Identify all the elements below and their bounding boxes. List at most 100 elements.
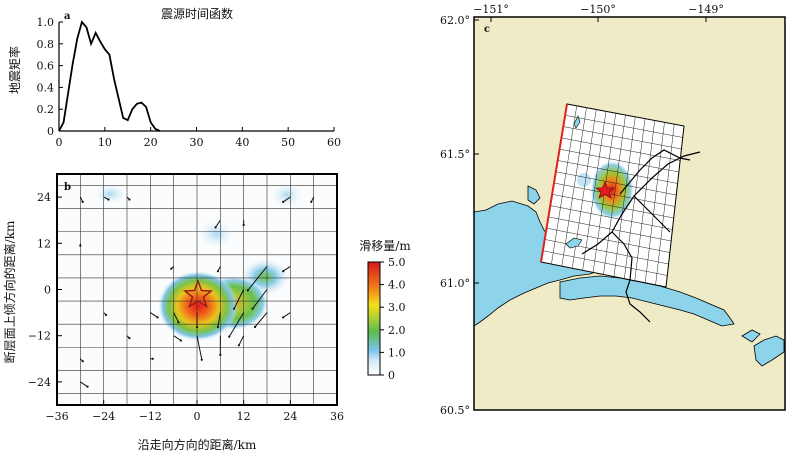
y-tick-label: 24 [37, 191, 51, 204]
y-tick-label: 0 [44, 284, 51, 297]
colorbar-tick-label: 2.0 [388, 324, 406, 337]
slip-vector [282, 196, 291, 203]
x-tick-label: 0 [56, 136, 63, 149]
slip-vector [282, 312, 291, 318]
colorbar-tick-label: 5.0 [388, 256, 406, 269]
lat-tick-label: 62.0° [440, 14, 470, 27]
slip-vector-head [242, 223, 245, 227]
slip-vector-head [282, 200, 285, 203]
lat-tick-label: 61.0° [440, 277, 470, 290]
fault-grid-h [565, 115, 683, 138]
slip-vector [173, 312, 179, 323]
fault-grid-h [542, 250, 668, 276]
colorbar-label: 滑移量/m [359, 239, 411, 253]
slip-patch-upper-left [94, 184, 126, 204]
y-tick-label: −12 [28, 330, 51, 343]
slip-vector-head [214, 226, 217, 229]
lon-tick-label: −150° [580, 3, 616, 16]
fault-grid-h [561, 137, 681, 161]
slip-vector-head [151, 357, 154, 360]
panel-c: −151° −150° −149° 62.0° 61.5° 61.0° 60.5° c [440, 3, 786, 417]
colorbar-gradient [367, 261, 381, 376]
slip-vector [217, 312, 221, 328]
y-tick-label: 0.8 [37, 38, 55, 51]
slip-vector [150, 312, 158, 318]
fault-grid-h [546, 227, 670, 253]
slip-vector [233, 289, 245, 309]
fault-grid-h [550, 205, 673, 230]
fault-grid-h [552, 194, 674, 219]
slip-vector-head [237, 344, 240, 347]
x-tick-label: 20 [144, 136, 158, 149]
y-tick-label: 0.6 [37, 60, 55, 73]
slip-vector [80, 381, 88, 388]
map-slip-small [577, 173, 591, 187]
y-tick-label: 0.4 [37, 81, 55, 94]
x-tick-label: 36 [330, 410, 344, 423]
panel-a-title: 震源时间函数 [161, 6, 233, 21]
slip-vector-head [253, 325, 257, 329]
slip-patch-main [158, 271, 238, 341]
slip-vector-head [81, 360, 84, 363]
panel-b: −36 −24 −12 0 12 24 36 24 12 0 −12 −24 b 沿走向方向的距离/k… [2, 173, 344, 452]
slip-vector [173, 335, 182, 341]
fault-grid-h [563, 126, 682, 150]
prince-william-sound-water [753, 335, 785, 367]
fault-grid-h [548, 216, 672, 242]
slip-vector-head [216, 270, 220, 273]
x-tick-label: 40 [235, 136, 249, 149]
y-tick-label: 0.2 [37, 103, 55, 116]
colorbar-tick-label: 1.0 [388, 346, 406, 359]
slip-vector-head [170, 267, 173, 270]
slip-vector-head [128, 198, 131, 201]
slip-vector-head [107, 198, 110, 201]
colorbar-tick-label: 4.0 [388, 279, 406, 292]
slip-vector-head [128, 337, 131, 340]
panel-b-frame [56, 173, 338, 406]
panel-b-axes: −36 −24 −12 0 12 24 36 24 12 0 −12 −24 [28, 191, 344, 423]
fault-grid-h [559, 148, 679, 173]
x-tick-label: 10 [98, 136, 112, 149]
slip-vector-head [195, 325, 199, 329]
colorbar-ticks: 5.0 4.0 3.0 2.0 1.0 0 [380, 256, 406, 382]
hypocenter-star-icon [182, 278, 214, 309]
slip-vector [282, 265, 291, 272]
panel-a-letter: a [64, 11, 71, 22]
colorbar-tick-label: 0 [388, 369, 395, 382]
slip-vector-head [156, 316, 159, 319]
x-tick-label: −12 [139, 410, 162, 423]
lake-west [527, 185, 541, 205]
panel-c-letter: c [484, 24, 490, 35]
slip-vector-head [246, 289, 249, 292]
panel-a-ylabel: 地震矩率 [7, 46, 22, 94]
fault-grid-h [553, 182, 676, 207]
x-tick-label: 0 [194, 410, 201, 423]
slip-vector [254, 312, 268, 328]
slip-vector [196, 335, 203, 360]
slip-vector [228, 312, 245, 337]
slip-vector-head [81, 200, 84, 203]
lon-tick-label: −151° [473, 3, 509, 16]
slip-vector [238, 335, 245, 346]
lat-tick-label: 61.5° [440, 148, 470, 161]
fault-grid-h [555, 171, 677, 196]
slip-vector-head [79, 244, 82, 247]
slip-vector [247, 266, 268, 291]
y-tick-label: 12 [37, 237, 51, 250]
coastline-roads [581, 149, 701, 323]
y-tick-label: 1.0 [37, 16, 55, 29]
slip-vector-head [310, 200, 313, 203]
panel-b-xlabel: 沿走向方向的距离/km [138, 437, 257, 452]
fault-grid-h [544, 239, 669, 265]
y-tick-label: −24 [28, 376, 51, 389]
colorbar: 滑移量/m 5.0 4.0 3.0 2.0 1.0 0 [359, 239, 411, 382]
x-tick-label: 30 [190, 136, 204, 149]
lon-tick-label: −149° [688, 3, 724, 16]
slip-vector-head [282, 316, 285, 319]
panel-b-grid [57, 174, 337, 405]
fault-model-grid [540, 103, 701, 323]
slip-vector-head [282, 270, 285, 273]
colorbar-tick-label: 3.0 [388, 301, 406, 314]
slip-vector-head [216, 325, 220, 329]
slip-vector-head [86, 385, 89, 388]
